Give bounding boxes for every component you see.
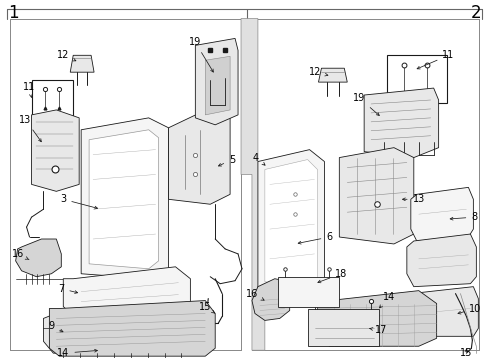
Text: 14: 14 (379, 292, 394, 308)
Bar (307, 309, 378, 346)
Polygon shape (43, 306, 205, 353)
Polygon shape (410, 187, 472, 241)
Polygon shape (31, 110, 79, 192)
Polygon shape (364, 88, 438, 158)
Polygon shape (81, 118, 168, 279)
Text: 4: 4 (252, 153, 264, 165)
Polygon shape (89, 130, 158, 269)
Polygon shape (251, 279, 289, 320)
Polygon shape (241, 19, 264, 350)
Text: 17: 17 (368, 325, 386, 336)
Text: 5: 5 (218, 154, 235, 166)
Text: 7: 7 (58, 284, 78, 294)
Text: 19: 19 (352, 93, 379, 116)
Text: 13: 13 (402, 194, 424, 204)
Polygon shape (339, 148, 413, 244)
Text: 16: 16 (245, 289, 264, 300)
Polygon shape (404, 287, 477, 336)
Text: 9: 9 (48, 321, 63, 332)
Polygon shape (406, 234, 475, 287)
Text: 15: 15 (459, 348, 471, 358)
Text: 18: 18 (317, 269, 347, 283)
Polygon shape (257, 150, 324, 297)
Polygon shape (195, 39, 238, 125)
Text: 8: 8 (449, 212, 476, 222)
Polygon shape (264, 159, 317, 289)
Text: 11: 11 (23, 82, 36, 98)
Text: 15: 15 (199, 302, 214, 313)
Bar (277, 277, 339, 306)
Bar (31, 80, 73, 118)
Text: 11: 11 (416, 50, 454, 69)
Text: 13: 13 (20, 115, 41, 142)
Polygon shape (49, 301, 215, 356)
Text: 19: 19 (189, 37, 213, 72)
Text: 12: 12 (309, 67, 327, 77)
Text: 10: 10 (457, 303, 481, 314)
Polygon shape (317, 291, 436, 346)
Polygon shape (16, 239, 61, 277)
Polygon shape (205, 56, 230, 115)
Text: 16: 16 (11, 249, 29, 260)
Text: 1: 1 (8, 4, 18, 22)
Polygon shape (70, 55, 94, 72)
Polygon shape (318, 68, 346, 82)
Text: 12: 12 (57, 50, 76, 61)
Bar (386, 55, 446, 103)
Text: 3: 3 (60, 194, 97, 209)
Text: 2: 2 (470, 4, 480, 22)
Text: 14: 14 (57, 348, 97, 358)
Text: 6: 6 (298, 232, 332, 244)
Polygon shape (168, 108, 230, 204)
Polygon shape (63, 267, 190, 316)
